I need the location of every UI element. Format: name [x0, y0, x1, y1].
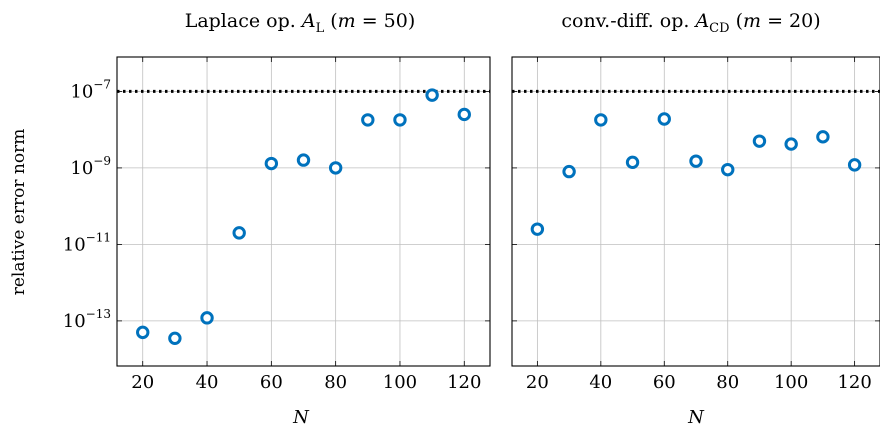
panel-1-x-tick-label-100: 100: [383, 372, 417, 393]
panel-2-point-120: [847, 158, 862, 172]
panel-1-x-tick-label-60: 60: [260, 372, 283, 393]
panel-1-y-tick-label-7: 10−7: [70, 77, 111, 102]
panel-2-plot: 20 40 60 80 100 120: [511, 56, 880, 393]
panel-2-x-tick-label-20: 20: [526, 372, 549, 393]
panel-1-frame: [116, 56, 491, 367]
panel-2-x-tick-label-80: 80: [716, 372, 739, 393]
panel-2-x-tick-label-120: 120: [837, 372, 871, 393]
panel-1-point-90: [361, 113, 375, 127]
panel-1-point-70: [296, 153, 311, 167]
panel-2-point-40: [594, 113, 608, 127]
panel-1-title: Laplace op. AL (m = 50): [185, 10, 416, 36]
panel-2-x-tick-label-40: 40: [589, 372, 612, 393]
panel-1-y-tick-label-13: 10−13: [63, 307, 111, 332]
panel-1-x-tick-label-80: 80: [324, 372, 347, 393]
panel-1-x-tick-label-120: 120: [447, 372, 481, 393]
panel-2-point-90: [752, 134, 767, 148]
panel-1-point-120: [457, 107, 471, 122]
panel-1-point-50: [232, 226, 246, 240]
panel-1-point-110: [425, 88, 439, 102]
panel-1-point-100: [393, 113, 407, 127]
panel-1-point-30: [168, 331, 182, 346]
panel-2-title: conv.-diff. op. ACD (m = 20): [561, 10, 820, 36]
panel-1-x-tick-label-40: 40: [196, 372, 219, 393]
panel-2-point-70: [689, 154, 703, 168]
panel-2-x-axis-label: N: [687, 407, 705, 428]
panel-2-point-110: [816, 130, 830, 144]
panel-2-point-30: [562, 164, 576, 179]
panel-1-x-tick-label-20: 20: [131, 372, 154, 393]
panel-1-point-60: [264, 156, 279, 171]
panel-1-point-80: [328, 161, 343, 175]
panel-2-point-60: [657, 112, 671, 126]
panel-2-point-50: [625, 155, 640, 170]
panel-2-point-100: [784, 137, 798, 151]
panel-1-y-tick-label-11: 10−11: [63, 230, 111, 255]
panel-1-plot: 20 40 60 80 100 120 10−7 10−9 10−11 10−13: [63, 56, 491, 393]
panel-1-y-tick-label-9: 10−9: [70, 154, 111, 179]
panel-2-point-80: [721, 162, 735, 177]
panel-1-point-20: [136, 325, 150, 340]
panel-1-x-axis-label: N: [292, 407, 310, 428]
panel-2-x-tick-label-100: 100: [774, 372, 808, 393]
panel-2-frame: [511, 56, 880, 367]
y-axis-label: relative error norm: [9, 129, 29, 296]
panel-1-point-40: [200, 311, 214, 325]
panel-2-point-20: [530, 222, 545, 236]
panel-2-x-tick-label-60: 60: [653, 372, 676, 393]
